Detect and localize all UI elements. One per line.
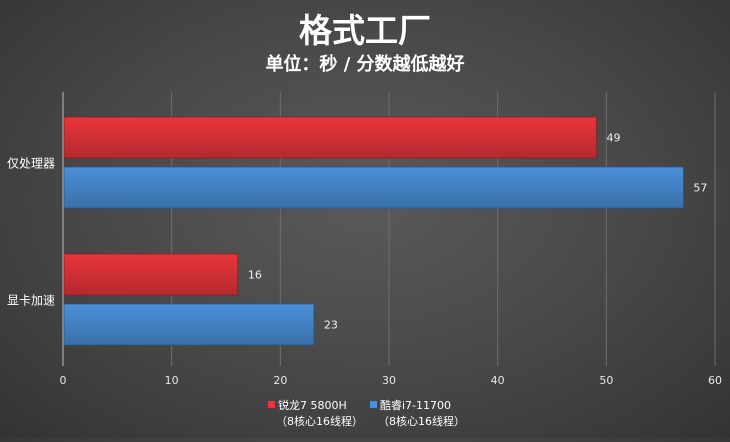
category-label: 仅处理器 [7, 157, 55, 171]
legend-label-sub: （8核心16线程） [276, 414, 363, 428]
x-tick-label: 40 [491, 374, 505, 387]
x-tick-label: 10 [165, 374, 179, 387]
x-tick-label: 0 [60, 374, 67, 387]
chart-subtitle: 单位：秒 / 分数越低越好 [265, 53, 464, 75]
legend-label: 酷睿i7-11700 [380, 398, 451, 412]
legend-label-sub: （8核心16线程） [378, 414, 465, 428]
legend-swatch [370, 401, 377, 408]
x-tick-label: 20 [273, 374, 287, 387]
data-label: 16 [248, 269, 262, 282]
legend: 锐龙7 5800H （8核心16线程） 酷睿i7-11700 （8核心16线程） [268, 398, 465, 428]
data-label: 57 [693, 182, 707, 195]
bars: 49 57 16 23 [63, 116, 707, 346]
legend-swatch [268, 401, 275, 408]
data-label: 49 [606, 132, 620, 145]
chart-title: 格式工厂 [299, 11, 431, 50]
data-label: 23 [324, 319, 338, 332]
bar [63, 166, 684, 209]
bar [63, 303, 315, 346]
x-tick-label: 60 [708, 374, 722, 387]
bar [63, 116, 597, 159]
x-tick-label: 50 [599, 374, 613, 387]
bar [63, 253, 239, 296]
legend-label: 锐龙7 5800H [278, 398, 347, 412]
x-tick-label: 30 [382, 374, 396, 387]
category-label: 显卡加速 [7, 294, 55, 308]
x-axis: 0 10 20 30 40 50 60 [60, 374, 723, 387]
